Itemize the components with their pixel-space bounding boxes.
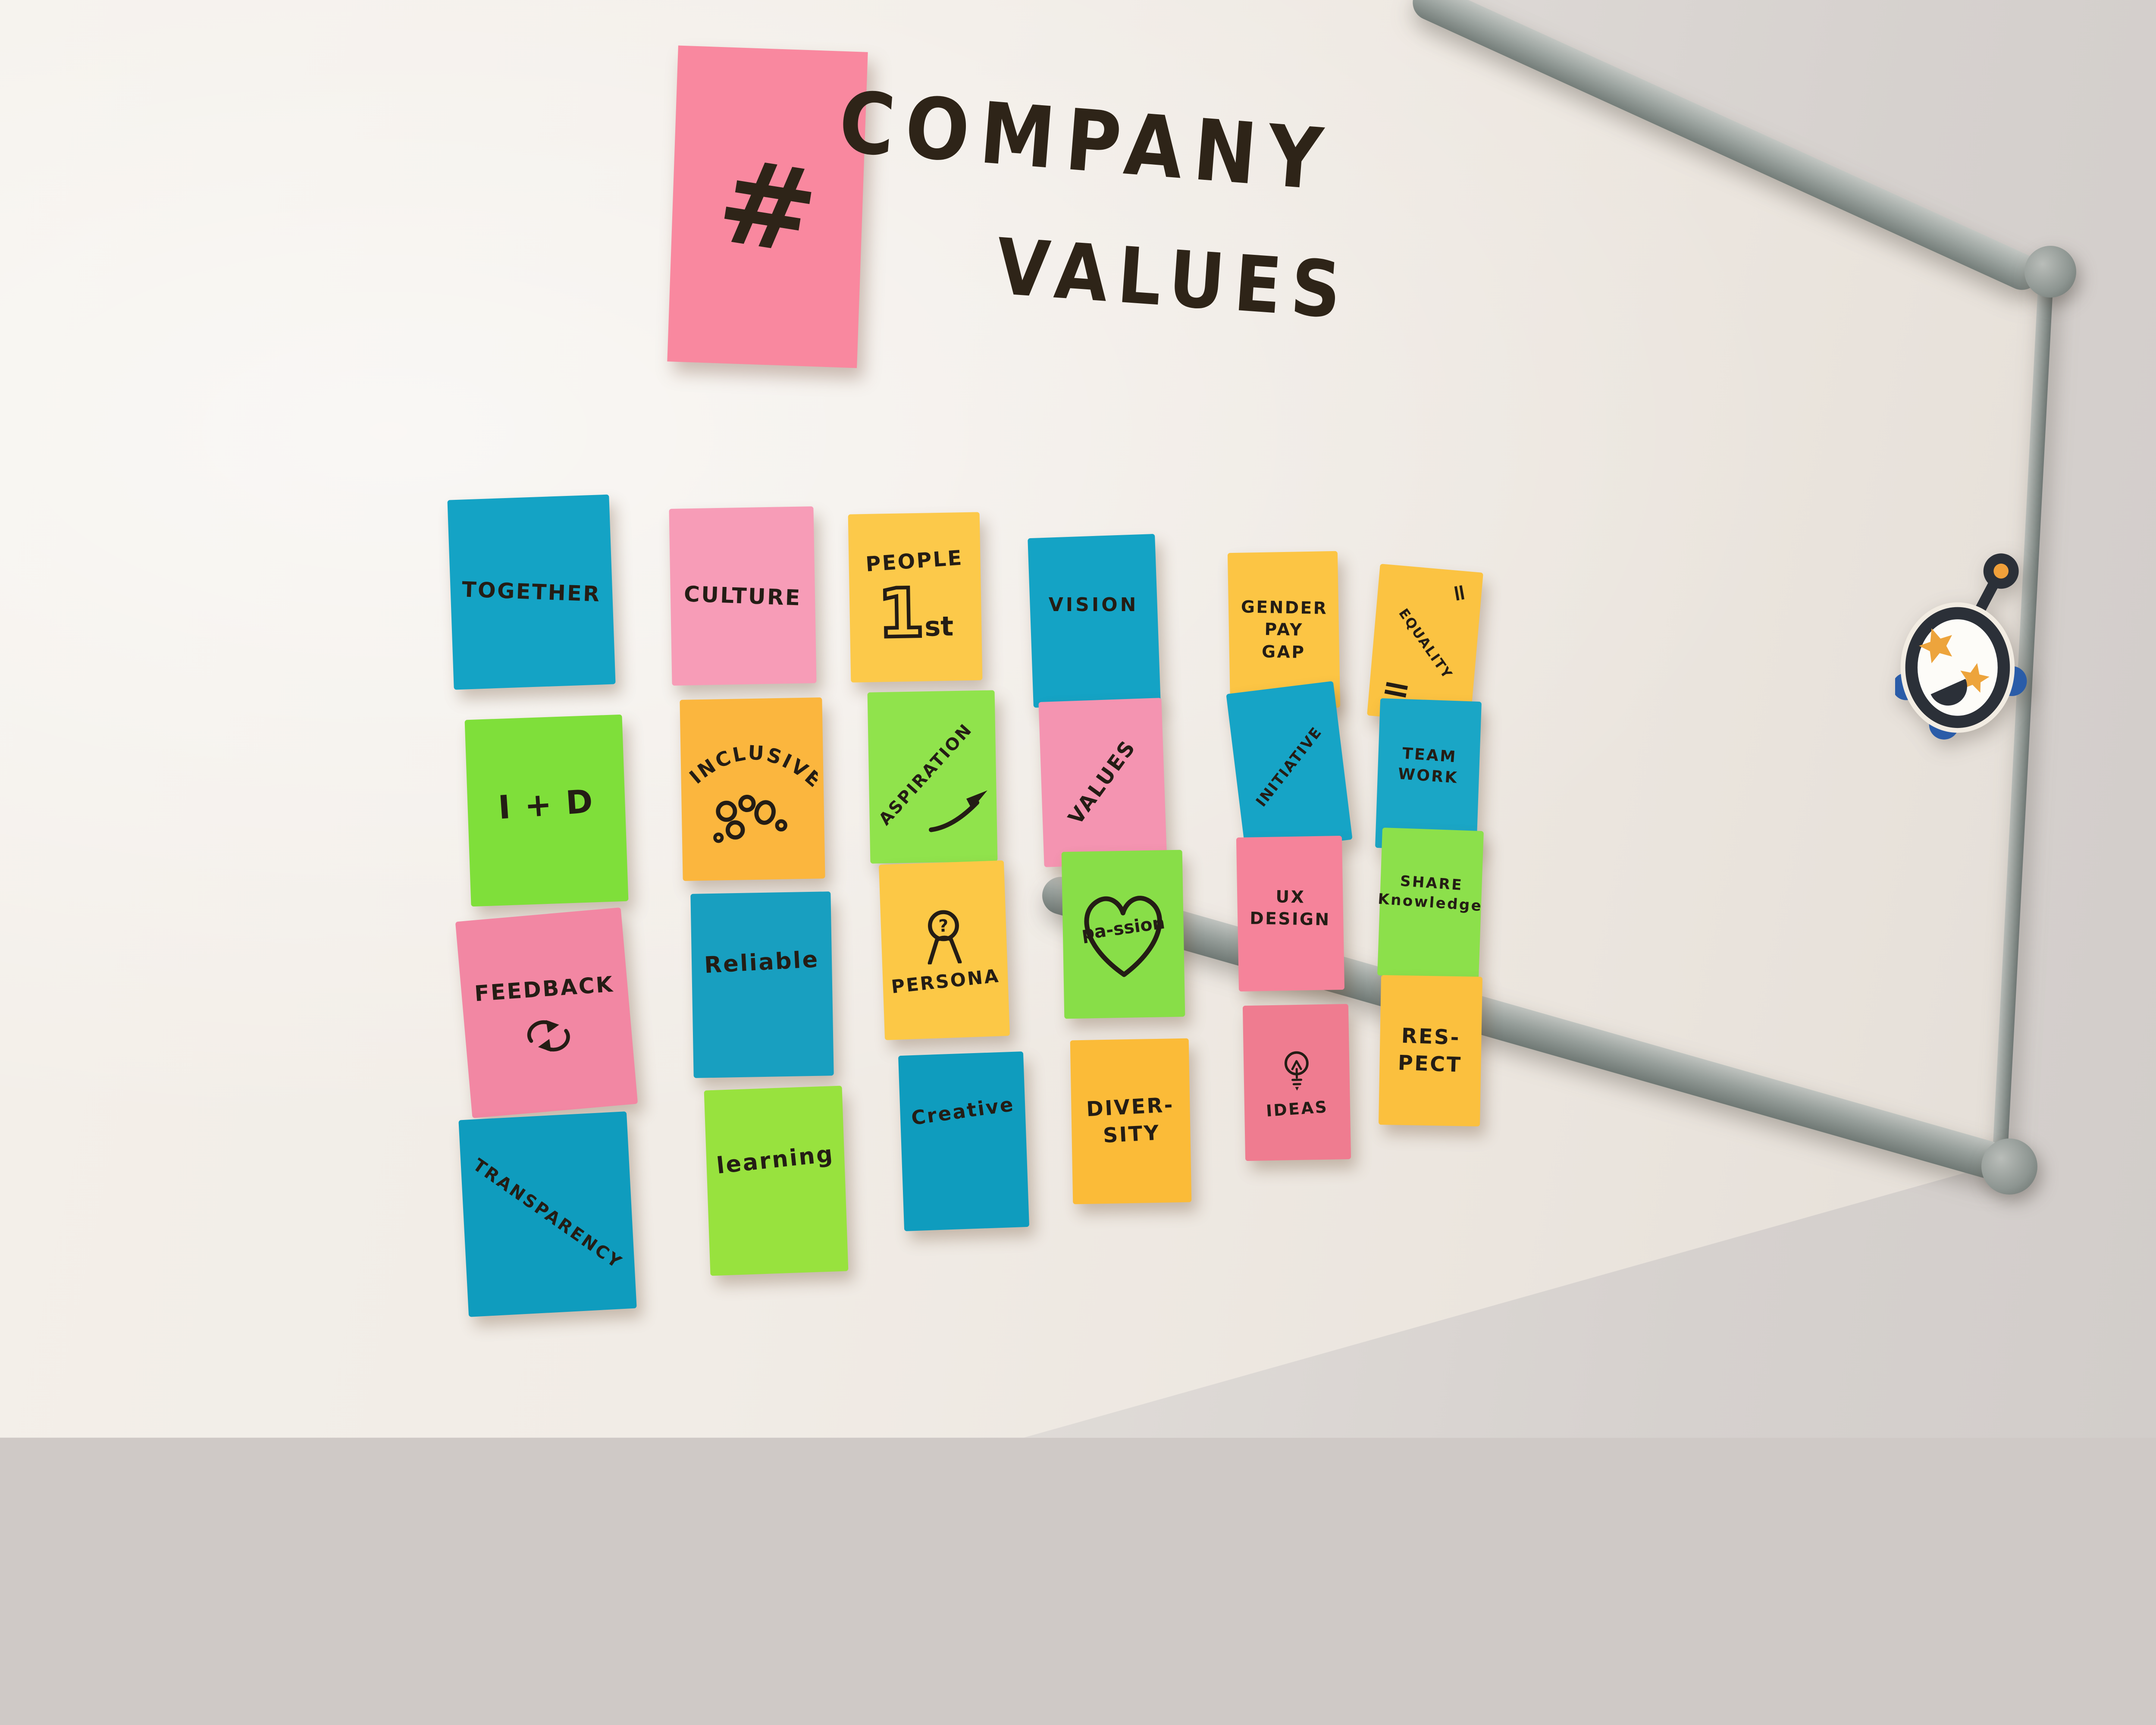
robot-head xyxy=(1905,607,2010,728)
svg-text:INCLUSIVE: INCLUSIVE xyxy=(686,743,818,790)
note-label-arched: INCLUSIVE xyxy=(686,743,818,790)
note-label: DIVER- SITY xyxy=(1085,1093,1175,1148)
antenna-tip-dot xyxy=(1993,563,2009,579)
number-one-outline: 1 xyxy=(875,572,927,654)
mouth xyxy=(1930,678,1967,706)
note-label: TEAM WORK xyxy=(1397,744,1459,787)
note-label: TRANSPARENCY xyxy=(469,1154,627,1273)
robot-magnet xyxy=(1895,553,2027,740)
sticky-note-creative: Creative xyxy=(898,1051,1030,1232)
note-label: VISION xyxy=(1048,594,1139,616)
lightbulb-icon xyxy=(1284,1051,1309,1091)
sticky-note-passion: pa-ssion xyxy=(1061,850,1185,1019)
sticky-note-respect: RES- PECT xyxy=(1378,975,1483,1127)
note-label: INITIATIVE xyxy=(1253,723,1326,810)
sticky-note-feedback: FEEDBACK xyxy=(455,907,638,1118)
note-label: FEEDBACK xyxy=(473,972,615,1007)
bubbles-icon xyxy=(713,795,787,844)
arrow-up-right-icon xyxy=(928,790,987,832)
note-label: Creative xyxy=(909,1093,1016,1130)
note-label: PERSONA xyxy=(890,966,1001,998)
frame-corner-cap-bottom xyxy=(1981,1138,2037,1195)
sticky-note-persona: ? PERSONA xyxy=(878,860,1010,1040)
svg-text:?: ? xyxy=(938,916,949,936)
whiteboard-photo: # COMPANY VALUES TOGETHER CULTURE PEOPLE… xyxy=(0,0,2156,1438)
sticky-note-values: VALUES xyxy=(1038,698,1167,868)
sticky-note-inclusive: INCLUSIVE xyxy=(680,697,825,881)
note-label: CULTURE xyxy=(683,581,802,611)
note-label: TOGETHER xyxy=(461,577,602,607)
hashtag-symbol: # xyxy=(708,132,827,282)
note-label: RES- PECT xyxy=(1398,1024,1463,1077)
sticky-note-i-plus-d: I + D xyxy=(464,715,629,907)
sticky-note-share-knowledge: SHARE Knowledge xyxy=(1377,828,1484,979)
star-eye-left xyxy=(1919,628,1952,663)
note-label: GENDER PAY GAP xyxy=(1241,597,1328,663)
heart-icon xyxy=(1084,896,1162,977)
ordinal-suffix: st xyxy=(924,610,954,643)
note-label: IDEAS xyxy=(1266,1097,1329,1120)
title-sticky-note: # xyxy=(667,45,868,369)
note-label: PEOPLE xyxy=(865,546,964,577)
sticky-note-aspiration: ASPIRATION xyxy=(867,690,998,864)
sticky-note-learning: learning xyxy=(704,1086,849,1276)
star-eye-right xyxy=(1960,663,1990,693)
note-label: SHARE Knowledge xyxy=(1377,872,1483,915)
refresh-icon xyxy=(527,1020,570,1052)
sticky-note-initiative: INITIATIVE xyxy=(1226,681,1353,853)
sticky-note-vision: VISION xyxy=(1028,534,1161,708)
note-label: I + D xyxy=(497,782,596,827)
note-label: learning xyxy=(715,1141,836,1179)
sticky-note-diversity: DIVER- SITY xyxy=(1070,1038,1192,1204)
note-label: UX DESIGN xyxy=(1249,887,1331,930)
sticky-note-culture: CULTURE xyxy=(669,506,817,686)
note-label: Reliable xyxy=(703,946,820,979)
note-label: VALUES xyxy=(1064,736,1141,830)
sticky-note-together: TOGETHER xyxy=(447,494,616,690)
persona-icon: ? xyxy=(928,910,962,965)
sticky-note-ux-design: UX DESIGN xyxy=(1236,835,1345,991)
sticky-note-reliable: Reliable xyxy=(690,891,834,1078)
sticky-note-transparency: TRANSPARENCY xyxy=(458,1111,637,1317)
frame-corner-cap-top xyxy=(2024,246,2076,298)
sticky-note-ideas: IDEAS xyxy=(1242,1004,1351,1161)
